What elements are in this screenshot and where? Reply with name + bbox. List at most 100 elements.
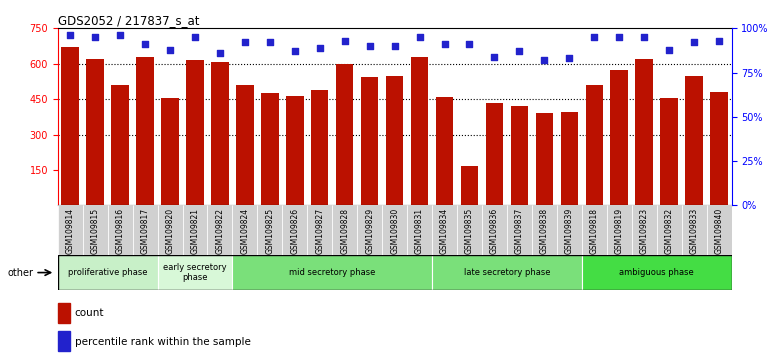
Point <box>64 33 76 38</box>
Bar <box>457 205 482 255</box>
Bar <box>436 97 454 205</box>
Bar <box>283 205 307 255</box>
Bar <box>710 92 728 205</box>
Bar <box>631 205 657 255</box>
Bar <box>207 205 233 255</box>
Text: GSM109826: GSM109826 <box>290 208 300 254</box>
Text: GSM109834: GSM109834 <box>440 208 449 254</box>
Bar <box>58 331 70 351</box>
Bar <box>432 255 582 290</box>
Bar <box>311 90 329 205</box>
Bar <box>407 205 432 255</box>
Bar <box>286 96 303 205</box>
Text: GSM109814: GSM109814 <box>65 208 75 254</box>
Text: GSM109821: GSM109821 <box>190 208 199 254</box>
Bar <box>86 59 104 205</box>
Bar <box>62 47 79 205</box>
Point <box>263 40 276 45</box>
Bar <box>82 205 108 255</box>
Text: GSM109837: GSM109837 <box>515 208 524 254</box>
Text: GSM109838: GSM109838 <box>540 208 549 254</box>
Text: GSM109829: GSM109829 <box>365 208 374 254</box>
Bar <box>532 205 557 255</box>
Point <box>164 47 176 52</box>
Bar <box>233 205 257 255</box>
Text: GSM109828: GSM109828 <box>340 208 350 254</box>
Bar <box>685 75 703 205</box>
Bar <box>257 205 283 255</box>
Bar <box>161 98 179 205</box>
Bar <box>611 70 628 205</box>
Text: GSM109832: GSM109832 <box>665 208 674 254</box>
Point <box>214 50 226 56</box>
Text: GSM109822: GSM109822 <box>216 208 224 254</box>
Text: proliferative phase: proliferative phase <box>68 268 147 277</box>
Text: GSM109831: GSM109831 <box>415 208 424 254</box>
Bar <box>211 62 229 205</box>
Bar <box>460 166 478 205</box>
Bar <box>707 205 732 255</box>
Point <box>114 33 126 38</box>
Bar <box>607 205 631 255</box>
Text: ambiguous phase: ambiguous phase <box>619 268 694 277</box>
Bar <box>486 103 503 205</box>
Bar <box>58 205 82 255</box>
Text: GSM109836: GSM109836 <box>490 208 499 254</box>
Text: GSM109824: GSM109824 <box>240 208 249 254</box>
Bar <box>132 205 158 255</box>
Bar <box>585 85 603 205</box>
Point <box>313 45 326 51</box>
Text: GSM109819: GSM109819 <box>614 208 624 254</box>
Point <box>713 38 725 44</box>
Bar <box>361 77 378 205</box>
Bar <box>233 255 432 290</box>
Point <box>538 57 551 63</box>
Bar <box>58 255 158 290</box>
Bar <box>432 205 457 255</box>
Bar <box>158 205 182 255</box>
Bar <box>561 112 578 205</box>
Bar <box>661 98 678 205</box>
Text: GSM109825: GSM109825 <box>266 208 274 254</box>
Bar <box>136 57 154 205</box>
Bar <box>635 59 653 205</box>
Bar <box>657 205 681 255</box>
Text: other: other <box>8 268 34 278</box>
Bar <box>681 205 707 255</box>
Bar <box>336 64 353 205</box>
Bar <box>158 255 233 290</box>
Text: GSM109839: GSM109839 <box>565 208 574 254</box>
Text: GSM109820: GSM109820 <box>166 208 175 254</box>
Bar <box>307 205 332 255</box>
Text: GSM109835: GSM109835 <box>465 208 474 254</box>
Text: GSM109816: GSM109816 <box>116 208 125 254</box>
Point <box>613 34 625 40</box>
Bar <box>112 85 129 205</box>
Point <box>413 34 426 40</box>
Bar <box>511 106 528 205</box>
Bar <box>582 205 607 255</box>
Point <box>438 41 450 47</box>
Text: count: count <box>75 308 104 318</box>
Point <box>663 47 675 52</box>
Text: GDS2052 / 217837_s_at: GDS2052 / 217837_s_at <box>58 14 199 27</box>
Bar <box>261 93 279 205</box>
Bar <box>108 205 132 255</box>
Point <box>388 43 400 49</box>
Point <box>189 34 201 40</box>
Bar <box>382 205 407 255</box>
Point <box>363 43 376 49</box>
Point <box>688 40 700 45</box>
Text: GSM109818: GSM109818 <box>590 208 599 254</box>
Point <box>89 34 102 40</box>
Text: early secretory
phase: early secretory phase <box>163 263 227 282</box>
Point <box>563 56 575 61</box>
Bar <box>482 205 507 255</box>
Point <box>638 34 651 40</box>
Bar <box>58 303 70 323</box>
Point <box>239 40 251 45</box>
Text: GSM109823: GSM109823 <box>640 208 648 254</box>
Bar <box>186 60 204 205</box>
Bar <box>386 75 403 205</box>
Bar <box>236 85 253 205</box>
